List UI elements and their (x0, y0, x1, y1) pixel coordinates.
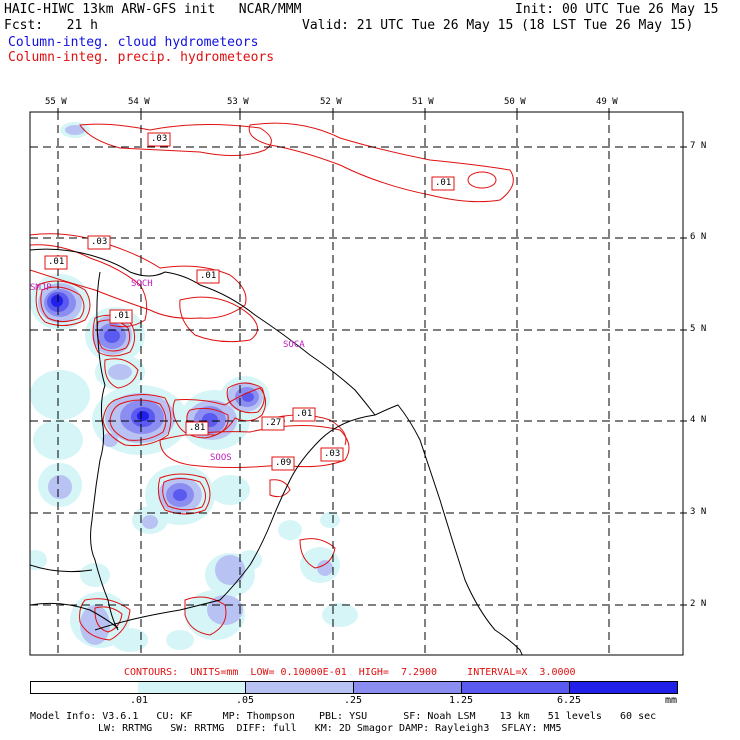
lat-label: 3 N (690, 507, 707, 517)
forecast-hour: Fcst: 21 h (4, 18, 98, 33)
contour-label: .09 (275, 458, 292, 468)
lat-label: 2 N (690, 599, 707, 609)
coastline (30, 248, 523, 655)
lon-label: 50 W (504, 97, 526, 107)
map-frame (29, 111, 684, 656)
lon-label: 49 W (596, 97, 618, 107)
legend-cloud: Column-integ. cloud hydrometeors (8, 35, 259, 50)
station-label: SMJP (30, 283, 52, 293)
colorbar-tick: .25 (344, 695, 363, 706)
lat-label: 6 N (690, 232, 707, 242)
colorbar-cell (354, 681, 462, 694)
contour-label: .81 (189, 423, 206, 433)
colorbar-unit: mm (665, 695, 678, 706)
lat-label: 7 N (690, 141, 707, 151)
lat-lon-grid (30, 112, 683, 655)
init-time: Init: 00 UTC Tue 26 May 15 (515, 2, 719, 17)
contours-info: CONTOURS: UNITS=mm LOW= 0.10000E-01 HIGH… (124, 667, 576, 678)
lon-label: 51 W (412, 97, 434, 107)
contour-label: .03 (324, 449, 341, 459)
model-info: Model Info: V3.6.1 CU: KF MP: Thompson P… (30, 711, 657, 722)
station-label: SOOS (210, 453, 232, 463)
contour-label: .01 (48, 257, 65, 267)
contour-label-boxes (44, 132, 455, 471)
station-label: SOCA (283, 340, 305, 350)
lat-label: 5 N (690, 324, 707, 334)
colorbar-cell (30, 681, 139, 694)
colorbar-cell (462, 681, 570, 694)
lat-label: 4 N (690, 415, 707, 425)
title-line: HAIC-HIWC 13km ARW-GFS init NCAR/MMM (4, 2, 302, 17)
valid-time: Valid: 21 UTC Tue 26 May 15 (18 LST Tue … (302, 18, 694, 33)
colorbar-tick: 1.25 (449, 695, 474, 706)
contour-label: .01 (435, 178, 452, 188)
contour-label: .01 (296, 409, 313, 419)
contour-label: .03 (91, 237, 108, 247)
colorbar-cell (138, 681, 246, 694)
legend-precip: Column-integ. precip. hydrometeors (8, 50, 275, 65)
colorbar-tick: .05 (236, 695, 255, 706)
axis-ticks (57, 108, 687, 606)
lon-label: 54 W (128, 97, 150, 107)
station-label: SOCH (131, 279, 153, 289)
contour-label: .01 (113, 311, 130, 321)
lon-label: 53 W (227, 97, 249, 107)
colorbar-cell (246, 681, 354, 694)
model-info: LW: RRTMG SW: RRTMG DIFF: full KM: 2D Sm… (98, 723, 562, 734)
colorbar-tick: .01 (130, 695, 149, 706)
contour-label: .03 (151, 134, 168, 144)
contour-label: .01 (200, 271, 217, 281)
contour-label: .27 (265, 418, 282, 428)
colorbar-cell (570, 681, 678, 694)
lon-label: 52 W (320, 97, 342, 107)
colorbar-tick: 6.25 (557, 695, 582, 706)
shading-layer (30, 122, 514, 652)
lon-label: 55 W (45, 97, 67, 107)
